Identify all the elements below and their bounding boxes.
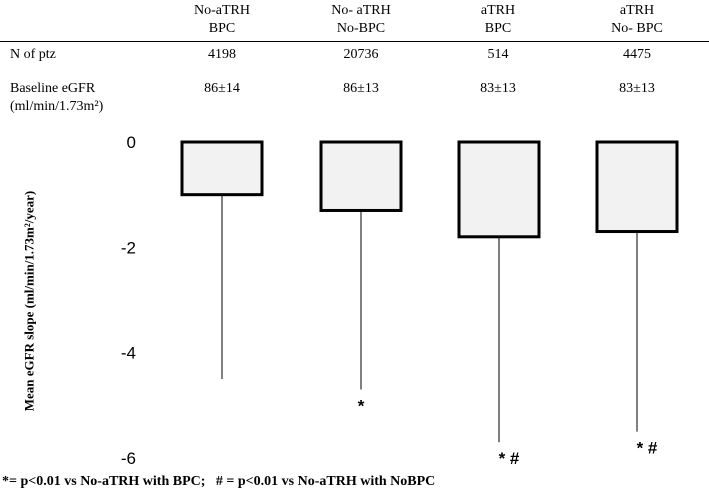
table-header-col-0: No-aTRH BPC bbox=[194, 3, 250, 36]
cell-egfr-1: 86±13 bbox=[343, 81, 379, 96]
cell-egfr-2: 83±13 bbox=[480, 81, 516, 96]
y-tick-label: -6 bbox=[121, 449, 136, 468]
cell-n-ptz-2: 514 bbox=[487, 47, 509, 62]
significance-annotation: * # bbox=[637, 439, 658, 458]
y-tick-label: -4 bbox=[121, 344, 136, 363]
table-header-col-2: aTRH BPC bbox=[480, 3, 516, 36]
y-axis-label: Mean eGFR slope (ml/min/1.73m²/year) bbox=[21, 190, 37, 412]
bar bbox=[457, 140, 541, 239]
table-divider bbox=[0, 41, 709, 42]
row-label-n-ptz: N of ptz bbox=[10, 47, 56, 62]
row-label-baseline-egfr: Baseline eGFR (ml/min/1.73m²) bbox=[10, 81, 104, 114]
footnote: *= p<0.01 vs No-aTRH with BPC; # = p<0.0… bbox=[2, 474, 436, 489]
significance-annotation: * # bbox=[499, 449, 520, 468]
y-axis-label-wrap: Mean eGFR slope (ml/min/1.73m²/year) bbox=[14, 191, 44, 412]
cell-egfr-3: 83±13 bbox=[619, 81, 655, 96]
table-header-col-1: No- aTRH No-BPC bbox=[331, 3, 391, 36]
cell-egfr-0: 86±14 bbox=[204, 81, 240, 96]
bar bbox=[319, 140, 403, 212]
significance-annotation: * bbox=[358, 397, 365, 416]
y-tick-label: -2 bbox=[121, 238, 136, 257]
cell-n-ptz-3: 4475 bbox=[623, 47, 651, 62]
bar bbox=[595, 140, 679, 234]
cell-n-ptz-0: 4198 bbox=[208, 47, 236, 62]
y-tick-label: 0 bbox=[127, 133, 136, 152]
cell-n-ptz-1: 20736 bbox=[343, 47, 379, 62]
bar bbox=[180, 140, 264, 197]
table-header-col-3: aTRH No- BPC bbox=[611, 3, 663, 36]
